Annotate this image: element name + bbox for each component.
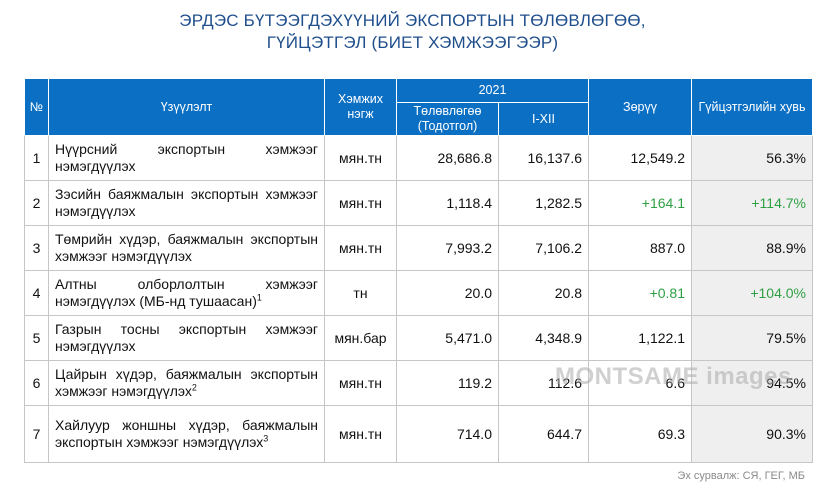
row-unit: мян.тн	[324, 360, 397, 406]
table-row: 2 Зэсийн баяжмалын экспортын хэмжээг нэм…	[24, 180, 813, 226]
table-row: 4 Алтны олборлолтын хэмжээг нэмэгдүүлэх …	[24, 270, 813, 316]
row-number: 1	[24, 135, 49, 181]
row-plan: 20.0	[396, 270, 499, 316]
table-row: 5 Газрын тосны экспортын хэмжээг нэмэгдү…	[24, 315, 813, 361]
row-plan: 7,993.2	[396, 225, 499, 271]
header-actual: I-XII	[498, 102, 589, 136]
title-line-1: ЭРДЭС БҮТЭЭГДЭХҮҮНИЙ ЭКСПОРТЫН ТӨЛӨВЛӨГӨ…	[179, 11, 646, 30]
indicator-text: Төмрийн хүдэр, баяжмалын экспортын хэмжэ…	[55, 231, 318, 264]
row-actual: 16,137.6	[498, 135, 589, 181]
row-diff: 6.6	[588, 360, 692, 406]
row-unit: тн	[324, 270, 397, 316]
row-actual: 1,282.5	[498, 180, 589, 226]
row-indicator: Зэсийн баяжмалын экспортын хэмжээг нэмэг…	[48, 180, 325, 226]
indicator-text: Хайлуур жоншны хүдэр, баяжмалын экспорты…	[55, 417, 318, 450]
row-plan: 1,118.4	[396, 180, 499, 226]
header-plan: Төлөвлөгөө (Тодотгол)	[396, 102, 499, 136]
table-row: 6 Цайрын хүдэр, баяжмалын экспортын хэмж…	[24, 360, 813, 406]
page-title: ЭРДЭС БҮТЭЭГДЭХҮҮНИЙ ЭКСПОРТЫН ТӨЛӨВЛӨГӨ…	[0, 10, 825, 54]
row-plan: 5,471.0	[396, 315, 499, 361]
indicator-text: Зэсийн баяжмалын экспортын хэмжээг нэмэг…	[55, 186, 318, 219]
row-indicator: Нүүрсний экспортын хэмжээг нэмэгдүүлэх	[48, 135, 325, 181]
row-actual: 644.7	[498, 405, 589, 463]
table-row: 1 Нүүрсний экспортын хэмжээг нэмэгдүүлэх…	[24, 135, 813, 181]
indicator-text: Газрын тосны экспортын хэмжээг нэмэгдүүл…	[55, 321, 318, 354]
row-performance: +104.0%	[691, 270, 813, 316]
row-number: 4	[24, 270, 49, 316]
header-diff: Зөрүү	[588, 78, 692, 136]
row-unit: мян.бар	[324, 315, 397, 361]
row-diff: +0.81	[588, 270, 692, 316]
row-performance: 79.5%	[691, 315, 813, 361]
header-indicator: Үзүүлэлт	[48, 78, 325, 136]
row-unit: мян.тн	[324, 180, 397, 226]
row-number: 5	[24, 315, 49, 361]
source-note: Эх сурвалж: СЯ, ГЕГ, МБ	[677, 470, 805, 482]
row-unit: мян.тн	[324, 405, 397, 463]
table-row: 3 Төмрийн хүдэр, баяжмалын экспортын хэм…	[24, 225, 813, 271]
row-indicator: Алтны олборлолтын хэмжээг нэмэгдүүлэх (М…	[48, 270, 325, 316]
title-line-2: ГҮЙЦЭТГЭЛ (БИЕТ ХЭМЖЭЭГЭЭР)	[266, 33, 559, 52]
header-year: 2021	[396, 78, 589, 103]
header-unit: Хэмжих нэгж	[324, 78, 397, 136]
row-performance: 90.3%	[691, 405, 813, 463]
row-actual: 7,106.2	[498, 225, 589, 271]
row-number: 6	[24, 360, 49, 406]
row-number: 3	[24, 225, 49, 271]
row-plan: 28,686.8	[396, 135, 499, 181]
row-indicator: Газрын тосны экспортын хэмжээг нэмэгдүүл…	[48, 315, 325, 361]
row-actual: 112.6	[498, 360, 589, 406]
row-indicator: Хайлуур жоншны хүдэр, баяжмалын экспорты…	[48, 405, 325, 463]
row-diff: 69.3	[588, 405, 692, 463]
footnote-mark: 3	[263, 433, 269, 444]
row-actual: 4,348.9	[498, 315, 589, 361]
row-plan: 714.0	[396, 405, 499, 463]
row-diff: 1,122.1	[588, 315, 692, 361]
row-performance: +114.7%	[691, 180, 813, 226]
row-performance: 88.9%	[691, 225, 813, 271]
row-performance: 56.3%	[691, 135, 813, 181]
footnote-mark: 1	[256, 292, 262, 303]
indicator-text: Нүүрсний экспортын хэмжээг нэмэгдүүлэх	[55, 141, 318, 174]
row-performance: 94.5%	[691, 360, 813, 406]
footnote-mark: 2	[191, 382, 197, 393]
row-number: 2	[24, 180, 49, 226]
row-diff: +164.1	[588, 180, 692, 226]
indicator-text: Алтны олборлолтын хэмжээг нэмэгдүүлэх (М…	[55, 276, 318, 309]
row-number: 7	[24, 405, 49, 463]
indicator-text: Цайрын хүдэр, баяжмалын экспортын хэмжээ…	[55, 366, 318, 399]
header-no: №	[24, 78, 49, 136]
table-row: 7 Хайлуур жоншны хүдэр, баяжмалын экспор…	[24, 405, 813, 463]
row-unit: мян.тн	[324, 135, 397, 181]
row-unit: мян.тн	[324, 225, 397, 271]
header-performance: Гүйцэтгэлийн хувь	[691, 78, 813, 136]
row-indicator: Цайрын хүдэр, баяжмалын экспортын хэмжээ…	[48, 360, 325, 406]
row-indicator: Төмрийн хүдэр, баяжмалын экспортын хэмжэ…	[48, 225, 325, 271]
row-plan: 119.2	[396, 360, 499, 406]
row-diff: 887.0	[588, 225, 692, 271]
export-plan-table: № Үзүүлэлт Хэмжих нэгж 2021 Зөрүү Гүйцэт…	[24, 78, 813, 463]
row-diff: 12,549.2	[588, 135, 692, 181]
row-actual: 20.8	[498, 270, 589, 316]
